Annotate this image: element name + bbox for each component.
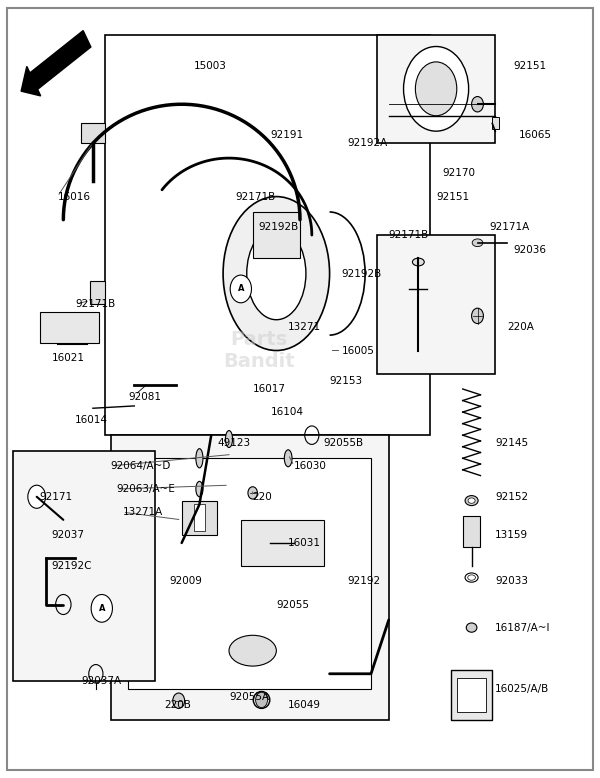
Bar — [377, 35, 495, 142]
Text: 92192C: 92192C — [52, 561, 92, 571]
Text: 92171: 92171 — [40, 492, 73, 502]
FancyArrow shape — [21, 30, 91, 96]
Text: 92171B: 92171B — [235, 191, 275, 202]
Text: 92009: 92009 — [170, 576, 203, 587]
Bar — [90, 281, 105, 304]
Circle shape — [256, 692, 268, 708]
Ellipse shape — [472, 239, 483, 247]
Text: 92055B: 92055B — [323, 438, 364, 448]
Text: 13271: 13271 — [288, 322, 321, 332]
Text: 16030: 16030 — [294, 461, 327, 471]
Text: 220: 220 — [253, 492, 272, 502]
Text: 16016: 16016 — [58, 191, 91, 202]
Ellipse shape — [284, 450, 292, 467]
Text: 16005: 16005 — [341, 345, 374, 356]
Ellipse shape — [223, 197, 329, 351]
Text: 16014: 16014 — [75, 415, 108, 425]
Text: 16049: 16049 — [288, 699, 321, 710]
Ellipse shape — [465, 496, 478, 506]
Bar — [128, 458, 371, 689]
Text: 16104: 16104 — [271, 407, 304, 417]
Text: 92151: 92151 — [436, 191, 469, 202]
Text: 92036: 92036 — [513, 246, 546, 255]
Text: 16017: 16017 — [253, 384, 286, 394]
Ellipse shape — [466, 623, 477, 633]
Circle shape — [230, 275, 251, 303]
Text: 220B: 220B — [164, 699, 191, 710]
Bar — [451, 670, 492, 720]
Text: A: A — [98, 604, 105, 613]
Text: 92191: 92191 — [271, 130, 304, 140]
Text: 92192: 92192 — [347, 576, 380, 587]
Text: 220A: 220A — [507, 322, 534, 332]
Bar — [463, 516, 481, 547]
Bar — [377, 235, 495, 373]
Text: 92055: 92055 — [277, 600, 310, 609]
Bar — [81, 124, 105, 142]
Text: 92170: 92170 — [442, 169, 475, 178]
Text: A: A — [238, 285, 244, 293]
Ellipse shape — [247, 227, 306, 320]
Bar — [241, 520, 323, 566]
Text: 49123: 49123 — [217, 438, 250, 448]
Text: 15003: 15003 — [194, 61, 226, 71]
Bar — [182, 500, 217, 535]
Text: 92153: 92153 — [329, 377, 363, 387]
Text: 92192A: 92192A — [347, 138, 388, 148]
Text: 92037: 92037 — [52, 531, 85, 540]
Text: 92145: 92145 — [495, 438, 529, 448]
Text: 16187/A~I: 16187/A~I — [495, 622, 551, 633]
Text: 92033: 92033 — [495, 576, 528, 587]
Text: Parts
Bandit: Parts Bandit — [223, 330, 295, 371]
Ellipse shape — [412, 258, 424, 266]
Circle shape — [91, 594, 112, 622]
Circle shape — [173, 693, 185, 709]
Ellipse shape — [196, 449, 203, 468]
Text: 92171B: 92171B — [389, 230, 429, 240]
Bar — [457, 678, 487, 713]
Circle shape — [248, 487, 257, 499]
Text: 13159: 13159 — [495, 531, 529, 540]
Text: 92171A: 92171A — [490, 223, 530, 233]
Circle shape — [415, 62, 457, 116]
Circle shape — [404, 47, 469, 131]
Text: 92055A: 92055A — [229, 692, 269, 702]
Text: 92192B: 92192B — [259, 223, 299, 233]
Text: 16021: 16021 — [52, 353, 85, 363]
Bar — [194, 504, 205, 531]
Text: 92152: 92152 — [495, 492, 529, 502]
Text: 16025/A/B: 16025/A/B — [495, 684, 550, 694]
Text: 16031: 16031 — [288, 538, 321, 548]
Bar — [253, 212, 300, 258]
Text: 13271A: 13271A — [122, 507, 163, 517]
Circle shape — [472, 96, 484, 112]
Circle shape — [472, 308, 484, 324]
Bar — [40, 312, 99, 343]
Text: 92081: 92081 — [128, 391, 161, 401]
Ellipse shape — [196, 482, 203, 497]
Ellipse shape — [253, 692, 270, 709]
Ellipse shape — [468, 498, 475, 503]
Text: 92171B: 92171B — [75, 300, 115, 310]
Bar — [492, 117, 499, 129]
Text: 92063/A~E: 92063/A~E — [116, 484, 175, 494]
Text: 92037A: 92037A — [81, 677, 121, 686]
Ellipse shape — [226, 430, 233, 447]
Circle shape — [28, 485, 46, 508]
Ellipse shape — [229, 636, 277, 666]
Ellipse shape — [468, 575, 475, 580]
Text: 92192B: 92192B — [341, 268, 382, 279]
Bar — [105, 35, 430, 435]
Bar — [13, 450, 155, 682]
Text: 92151: 92151 — [513, 61, 546, 71]
Text: 16065: 16065 — [519, 130, 552, 140]
Text: 92064/A~D: 92064/A~D — [110, 461, 171, 471]
Bar — [110, 435, 389, 720]
